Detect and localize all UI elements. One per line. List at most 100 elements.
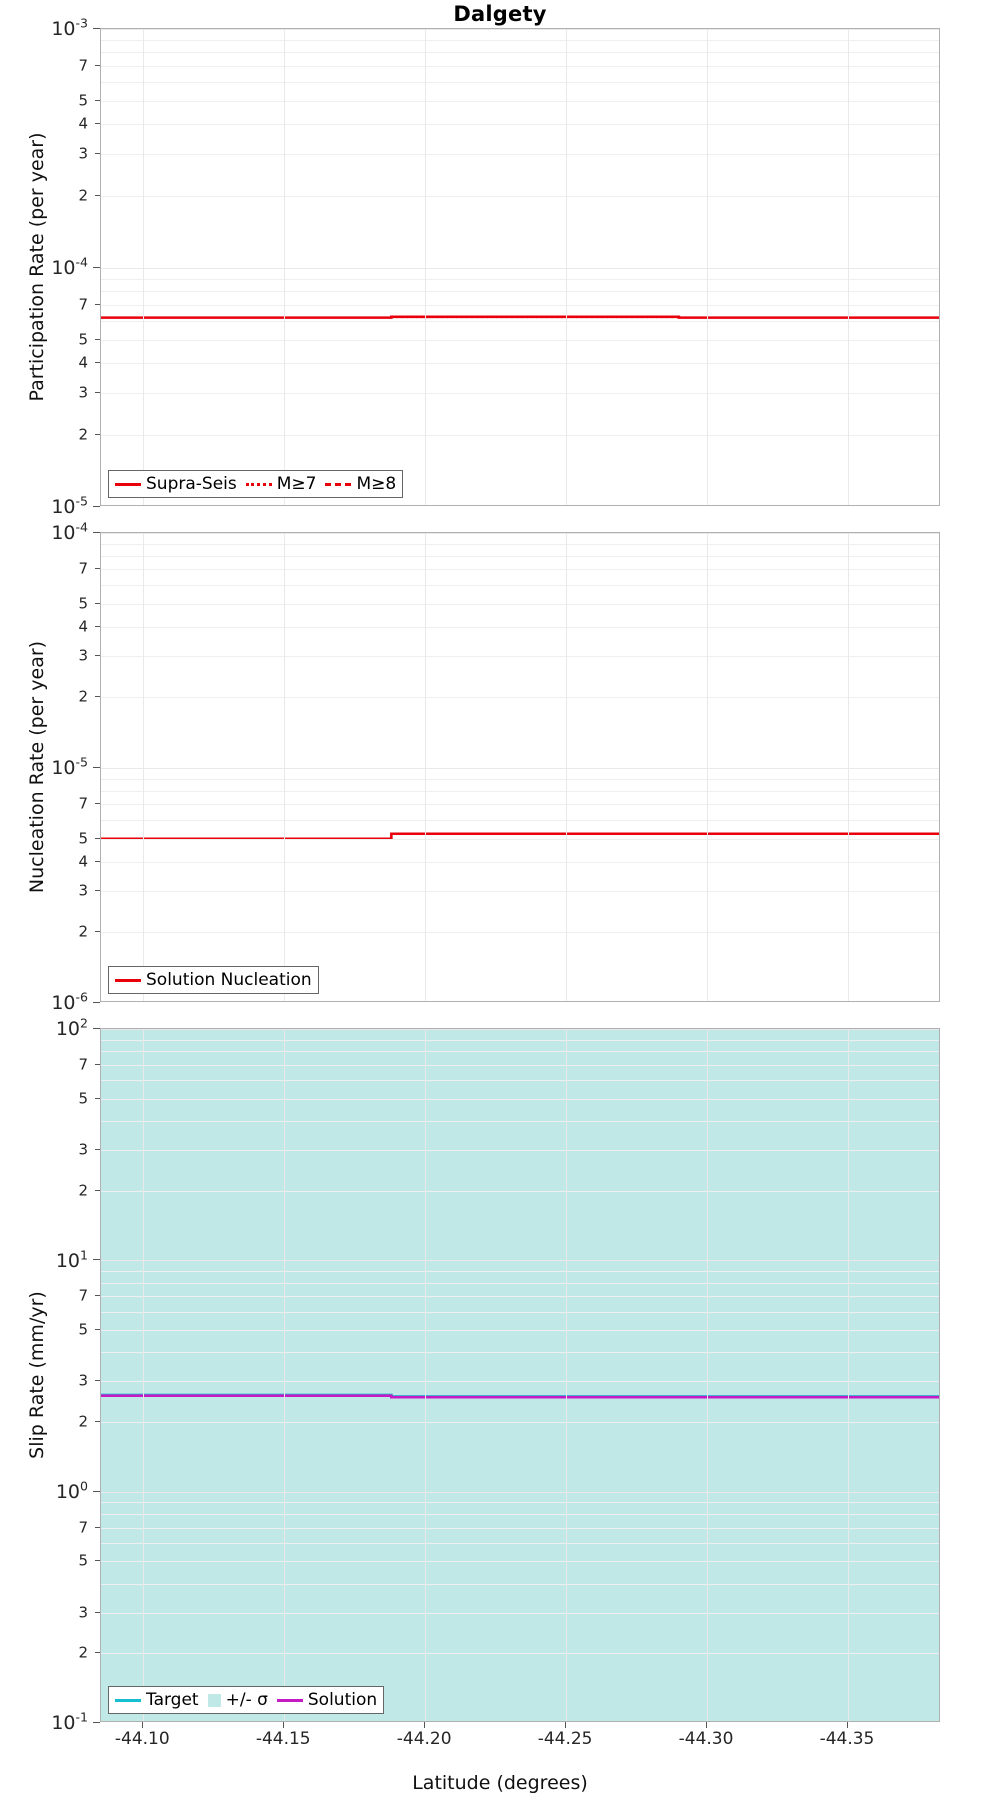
y-tick-label-major: 10-6 [51, 989, 88, 1015]
gridline-vertical [707, 29, 709, 505]
y-tick-mark [93, 767, 100, 768]
y-tick-mark-minor [95, 65, 100, 67]
y-tick-mark-minor [95, 654, 100, 656]
legend-item[interactable]: M≥8 [325, 474, 396, 494]
legend-swatch-icon [245, 482, 272, 486]
y-tick-label-minor: 5 [78, 1089, 88, 1108]
y-tick-mark-minor [95, 1526, 100, 1528]
y-tick-mark [93, 1028, 100, 1029]
y-tick-mark [93, 1722, 100, 1723]
legend-item[interactable]: Target [115, 1690, 199, 1710]
gridline-horizontal-minor [101, 1039, 939, 1041]
y-tick-label-major: 100 [55, 1478, 88, 1503]
gridline-vertical [847, 29, 849, 505]
legend-item[interactable]: Supra-Seis [115, 474, 237, 494]
panel-nucleation-rate: Nucleation Rate (per year) Solution Nucl… [26, 520, 940, 1014]
gridline-horizontal-minor [101, 1080, 939, 1082]
y-tick-mark-minor [95, 362, 100, 364]
gridline-horizontal [101, 1260, 939, 1262]
x-tick-mark [424, 1722, 426, 1728]
y-tick-label-major: 10-5 [51, 493, 88, 519]
legend-slip-rate[interactable]: Target +/- σ Solution [108, 1686, 385, 1714]
y-tick-label-minor: 7 [78, 794, 88, 813]
legend-item[interactable]: M≥7 [245, 474, 316, 494]
y-tick-label-major: 101 [55, 1247, 88, 1272]
y-tick-label-minor: 2 [78, 1412, 88, 1431]
gridline-horizontal-minor [101, 1514, 939, 1516]
y-tick-mark-minor [95, 889, 100, 891]
gridline-horizontal-minor [101, 66, 939, 68]
gridline-horizontal-minor [101, 543, 939, 545]
y-tick-mark-minor [95, 1560, 100, 1562]
plot-area-participation-rate [100, 28, 940, 506]
panel-slip-rate: Slip Rate (mm/yr) Target +/- σ Solution 10… [26, 1016, 940, 1749]
gridline-horizontal-minor [101, 82, 939, 84]
legend-label: Solution Nucleation [146, 970, 312, 990]
gridline-horizontal-minor [101, 1051, 939, 1053]
y-tick-label-minor: 7 [78, 1518, 88, 1536]
y-tick-mark [93, 506, 100, 507]
gridline-vertical [425, 1029, 427, 1721]
y-tick-label-minor: 5 [78, 594, 88, 613]
gridline-horizontal-minor [101, 363, 939, 365]
y-tick-label-minor: 3 [78, 881, 88, 900]
gridline-horizontal-minor [101, 1527, 939, 1529]
x-tick-label: -44.30 [678, 1729, 734, 1749]
legend-swatch-icon [325, 482, 352, 486]
legend-item[interactable]: Solution Nucleation [115, 970, 312, 990]
y-tick-label-minor: 3 [78, 646, 88, 665]
y-tick-mark-minor [95, 1097, 100, 1099]
gridline-horizontal-minor [101, 1311, 939, 1313]
gridline-horizontal-minor [101, 790, 939, 792]
gridline-vertical [143, 1029, 145, 1721]
y-tick-mark-minor [95, 99, 100, 101]
gridline-horizontal-minor [101, 1422, 939, 1424]
y-tick-mark-minor [95, 625, 100, 627]
gridline-horizontal-minor [101, 697, 939, 699]
y-tick-label-major: 10-1 [51, 1709, 88, 1735]
y-tick-mark-minor [95, 434, 100, 436]
figure-title: Dalgety [453, 2, 547, 26]
plot-area-nucleation-rate [100, 532, 940, 1002]
gridline-vertical [707, 533, 709, 1001]
y-tick-label-minor: 4 [78, 353, 88, 372]
gridline-vertical [847, 1029, 849, 1721]
series-band-sigma [101, 1029, 939, 1721]
y-tick-label-minor: 7 [78, 56, 88, 75]
legend-nucleation-rate[interactable]: Solution Nucleation [108, 966, 319, 994]
y-tick-label-major: 10-4 [51, 254, 88, 280]
y-tick-label-minor: 7 [78, 1286, 88, 1305]
y-tick-mark [93, 28, 100, 29]
plot-area-slip-rate [100, 1028, 940, 1722]
y-tick-mark-minor [95, 304, 100, 306]
gridline-horizontal-minor [101, 603, 939, 605]
y-tick-mark [93, 1002, 100, 1003]
gridline-horizontal-minor [101, 932, 939, 934]
gridline-horizontal-minor [101, 1190, 939, 1192]
gridline-horizontal-minor [101, 1296, 939, 1298]
legend-item[interactable]: Solution [276, 1690, 377, 1710]
gridline-vertical [707, 1029, 709, 1721]
y-tick-mark-minor [95, 1652, 100, 1654]
legend-item[interactable]: +/- σ [207, 1690, 268, 1710]
gridline-horizontal [101, 29, 939, 30]
gridline-horizontal-minor [101, 52, 939, 54]
y-tick-mark-minor [95, 152, 100, 154]
gridline-horizontal-minor [101, 124, 939, 126]
legend-participation-rate[interactable]: Supra-Seis M≥7 M≥8 [108, 470, 404, 498]
gridline-horizontal-minor [101, 1561, 939, 1563]
gridline-horizontal-minor [101, 435, 939, 437]
y-tick-mark [93, 267, 100, 268]
gridline-horizontal-minor [101, 1121, 939, 1123]
legend-swatch-icon [115, 978, 141, 982]
y-tick-mark [93, 1259, 100, 1261]
legend-label: Supra-Seis [146, 474, 237, 494]
legend-label: +/- σ [225, 1690, 268, 1710]
x-tick-label: -44.35 [819, 1729, 875, 1749]
gridline-horizontal-minor [101, 804, 939, 806]
gridline-horizontal-minor [101, 278, 939, 280]
x-tick-mark [846, 1722, 848, 1728]
gridline-horizontal-minor [101, 1653, 939, 1655]
legend-label: M≥8 [356, 474, 397, 494]
